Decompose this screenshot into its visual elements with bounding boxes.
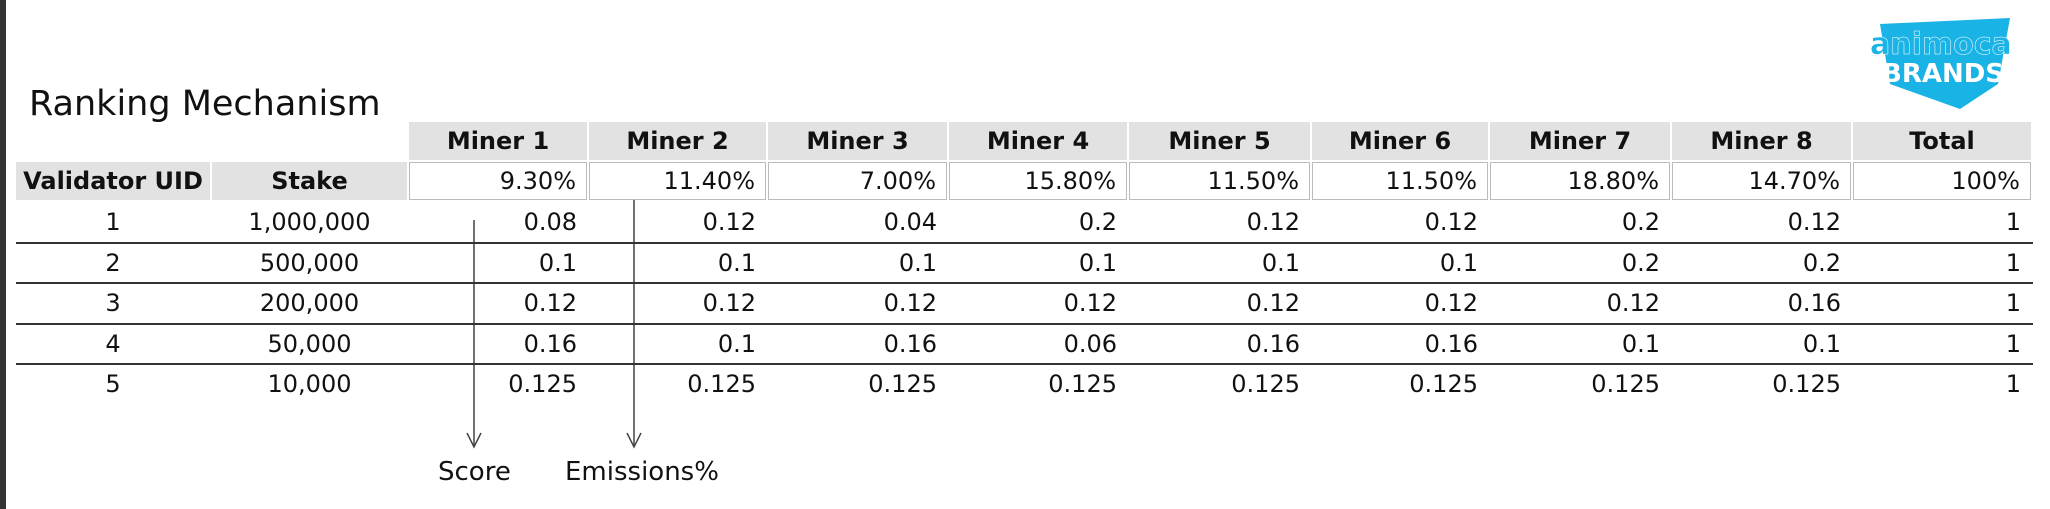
emission-share: 11.50% — [1312, 162, 1488, 200]
emission-share: 11.50% — [1129, 162, 1310, 200]
table-cell: 0.125 — [1048, 370, 1117, 399]
emission-share: 7.00% — [768, 162, 947, 200]
emission-share: 15.80% — [949, 162, 1127, 200]
table-cell: 0.2 — [1078, 208, 1117, 237]
table-cell: 0.2 — [1802, 248, 1841, 277]
table-cell: 500,000 — [259, 248, 360, 277]
table-cell: 1 — [2005, 370, 2021, 399]
column-header: Miner 4 — [949, 122, 1127, 160]
table-cell: 0.16 — [883, 329, 937, 358]
column-header: Miner 5 — [1129, 122, 1310, 160]
table-cell: 0.12 — [883, 289, 937, 318]
table-cell: 0.1 — [1261, 248, 1300, 277]
table-cell: 0.2 — [1621, 248, 1660, 277]
column-header: Total — [1853, 122, 2031, 160]
table-cell: 1 — [2005, 289, 2021, 318]
table-cell: 0.1 — [538, 248, 577, 277]
table-cell: 0.1 — [1621, 329, 1660, 358]
table-cell: 200,000 — [259, 289, 360, 318]
table-cell: 0.12 — [1787, 208, 1841, 237]
column-header: Miner 8 — [1672, 122, 1851, 160]
table-cell: 0.16 — [1246, 329, 1300, 358]
table-cell: 50,000 — [267, 329, 352, 358]
column-header: Miner 2 — [589, 122, 766, 160]
table-cell: 0.1 — [898, 248, 937, 277]
emission-share: 14.70% — [1672, 162, 1851, 200]
table-cell: 0.1 — [717, 329, 756, 358]
table-cell: 0.1 — [1439, 248, 1478, 277]
table-cell: 0.125 — [1591, 370, 1660, 399]
logo: animoca BRANDS — [1870, 18, 2012, 109]
emissions-arrowhead — [626, 432, 642, 449]
table-cell: 0.1 — [1078, 248, 1117, 277]
table-cell: 1 — [105, 208, 121, 237]
row-header: Validator UID — [16, 162, 210, 200]
logo-line2: BRANDS — [1882, 59, 2004, 89]
table-cell: 0.125 — [508, 370, 577, 399]
score-arrowhead — [466, 432, 482, 449]
table-cell: 1 — [2005, 329, 2021, 358]
table-cell: 0.1 — [1802, 329, 1841, 358]
table-cell: 0.12 — [1063, 289, 1117, 318]
table-cell: 4 — [105, 329, 121, 358]
table-cell: 2 — [105, 248, 121, 277]
table-cell: 0.2 — [1621, 208, 1660, 237]
table-cell: 0.16 — [523, 329, 577, 358]
row-divider — [16, 282, 2033, 284]
row-divider — [16, 363, 2033, 365]
table-cell: 0.125 — [868, 370, 937, 399]
left-bar — [0, 0, 6, 509]
column-header: Miner 7 — [1490, 122, 1670, 160]
table-cell: 5 — [105, 370, 121, 399]
emission-share: 11.40% — [589, 162, 766, 200]
table-cell: 0.08 — [523, 208, 577, 237]
score-label: Score — [438, 457, 511, 487]
table-cell: 0.06 — [1063, 329, 1117, 358]
table-cell: 0.12 — [1246, 289, 1300, 318]
emissions-label: Emissions% — [565, 457, 719, 487]
table-cell: 0.12 — [523, 289, 577, 318]
table-cell: 10,000 — [267, 370, 352, 399]
table-cell: 1,000,000 — [248, 208, 371, 237]
table-cell: 0.04 — [883, 208, 937, 237]
emission-share: 18.80% — [1490, 162, 1670, 200]
table-cell: 0.12 — [1246, 208, 1300, 237]
table-cell: 0.12 — [702, 289, 756, 318]
row-divider — [16, 241, 2033, 244]
table-cell: 0.125 — [687, 370, 756, 399]
table-cell: 0.125 — [1409, 370, 1478, 399]
table-cell: 0.12 — [1606, 289, 1660, 318]
table-cell: 0.125 — [1772, 370, 1841, 399]
table-cell: 0.12 — [702, 208, 756, 237]
table-cell: 1 — [2005, 208, 2021, 237]
row-header: Stake — [212, 162, 407, 200]
column-header: Miner 3 — [768, 122, 947, 160]
title: Ranking Mechanism — [29, 84, 381, 124]
logo-line1: animoca — [1870, 27, 2012, 62]
table-cell: 0.16 — [1424, 329, 1478, 358]
column-header: Miner 1 — [409, 122, 587, 160]
table-cell: 0.125 — [1231, 370, 1300, 399]
emission-share: 100% — [1853, 162, 2031, 200]
table-cell: 0.16 — [1787, 289, 1841, 318]
row-divider — [16, 322, 2033, 325]
emission-share: 9.30% — [409, 162, 587, 200]
column-header: Miner 6 — [1312, 122, 1488, 160]
table-cell: 0.1 — [717, 248, 756, 277]
table-cell: 1 — [2005, 248, 2021, 277]
logo-shape — [1880, 18, 2010, 109]
table-cell: 0.12 — [1424, 289, 1478, 318]
table-cell: 0.12 — [1424, 208, 1478, 237]
table-cell: 3 — [105, 289, 121, 318]
